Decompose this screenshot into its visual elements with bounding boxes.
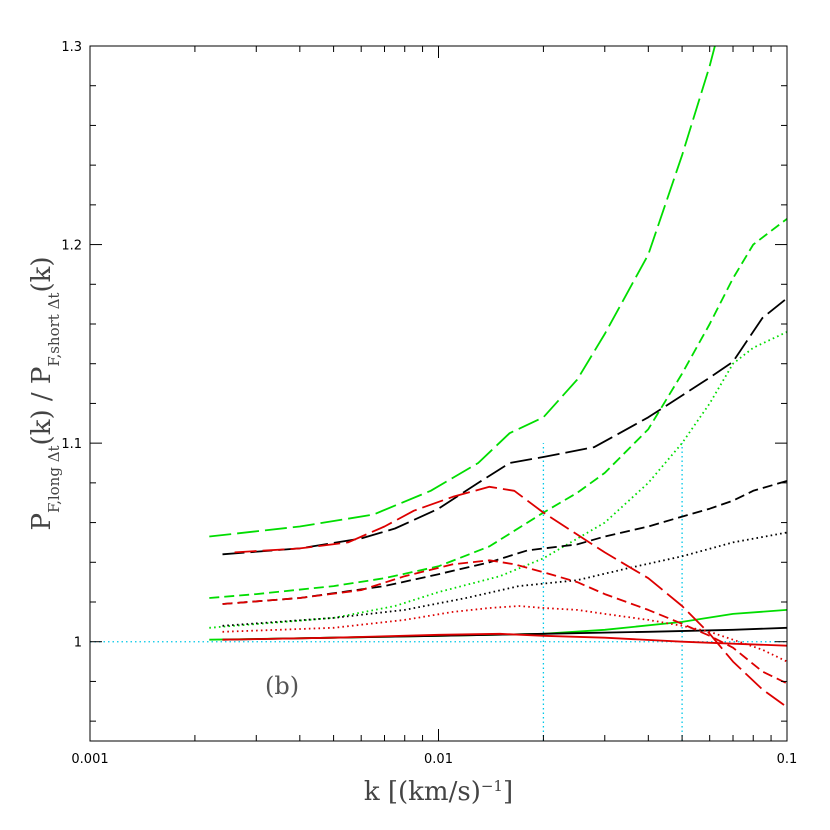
axis-ticks: [89, 45, 788, 741]
panel-label: (b): [265, 672, 299, 700]
series-line-5: [222, 297, 787, 556]
y-axis-title: PF,long Δt(k) / PF,short Δt(k): [27, 257, 63, 531]
series-line-3: [209, 331, 787, 629]
series-line-6: [222, 480, 787, 605]
series-line-2: [209, 218, 787, 599]
x-axis-title-superscript: −1: [481, 777, 503, 795]
y-tick-label: 1.3: [61, 40, 82, 55]
x-axis-title-main: k [(km/s): [364, 777, 481, 807]
x-tick-label: 0.001: [71, 752, 108, 767]
y-tick-label: 1.1: [61, 437, 82, 452]
y-title-mid1: (k) / P: [27, 367, 57, 446]
y-tick-label: 1: [74, 636, 82, 651]
x-axis-title-end: ]: [503, 777, 513, 807]
y-title-sub1: F,long Δt: [45, 445, 63, 513]
reference-lines: [90, 443, 787, 741]
series-line-1: [209, 46, 716, 538]
series-line-10: [222, 559, 787, 685]
y-title-mid2: (k): [27, 257, 57, 293]
series-line-12: [222, 632, 787, 647]
series-lines: [209, 46, 787, 708]
tick-labels: 0.001 0.01 0.1 1 1.1 1.2 1.3: [61, 40, 797, 767]
y-title-p1: P: [27, 513, 57, 531]
series-line-11: [222, 605, 787, 663]
y-title-sub2: F,short Δt: [45, 293, 63, 367]
x-tick-label: 0.1: [777, 752, 798, 767]
x-axis-title: k [(km/s)−1]: [364, 777, 513, 807]
y-tick-label: 1.2: [61, 239, 82, 254]
x-tick-label: 0.01: [424, 752, 453, 767]
series-line-9: [234, 485, 787, 708]
